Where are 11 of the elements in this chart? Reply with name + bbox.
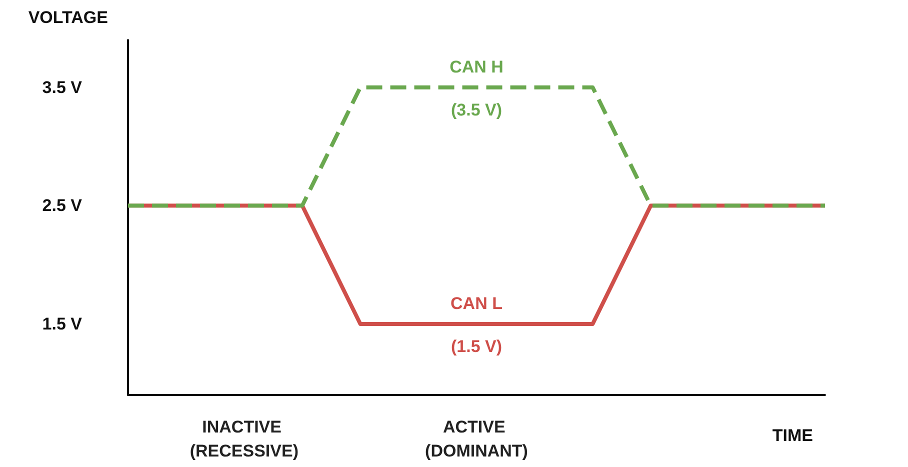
data-label: (1.5 V) (450, 337, 502, 356)
data-label: (3.5 V) (450, 100, 502, 120)
y-axis-title: VOLTAGE (28, 8, 108, 27)
y-tick-label: 1.5 V (42, 314, 83, 334)
series-label: CAN L (450, 294, 502, 313)
x-tick-label: INACTIVE (RECESSIVE) (190, 418, 298, 460)
y-tick-label: 3.5 V (42, 78, 83, 97)
x-axis-title: TIME (772, 426, 813, 445)
series-label: CAN H (450, 57, 504, 76)
y-tick-label: 2.5 V (42, 196, 83, 216)
x-tick-label: ACTIVE (DOMINANT) (425, 418, 528, 460)
